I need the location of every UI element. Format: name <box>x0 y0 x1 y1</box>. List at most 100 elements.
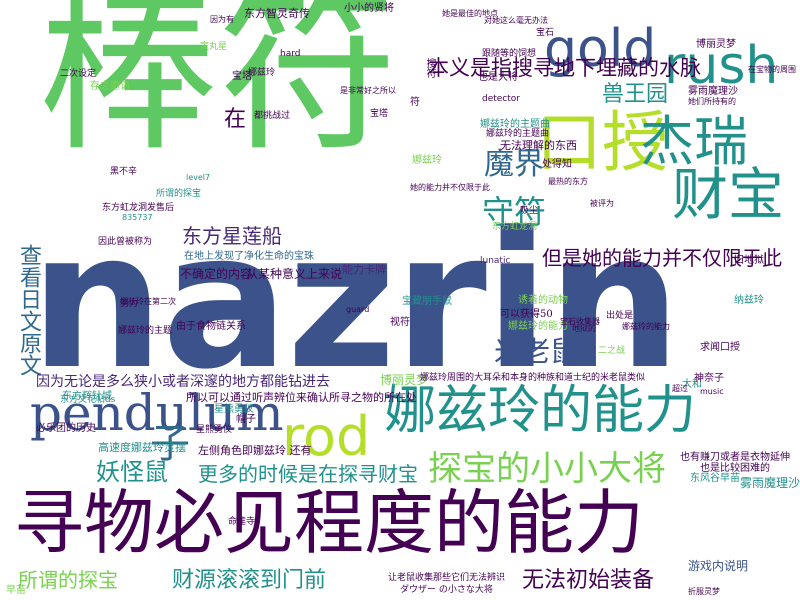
word-zhutiqu-2: 娜兹玲的主题曲 <box>486 129 550 139</box>
word-milaoshu: 米老鼠 <box>494 335 579 368</box>
word-dongfang-xinglianchuan: 东方星莲船 <box>182 224 282 248</box>
word-soufu: 搜符 <box>424 58 435 78</box>
word-nazuling-2: 娜兹玲 <box>412 155 442 166</box>
word-dierci: 娜兹玲在第二次 <box>120 297 176 306</box>
word-baowu-zhouwei: 在宝物的周围 <box>748 65 796 74</box>
word-dou-tiaozhan: 都挑战过 <box>254 111 291 121</box>
word-beipingwei: 被评为 <box>590 199 614 208</box>
word-yinwanxing: 寅丸星 <box>200 42 228 52</box>
word-nazrin: nazrin <box>30 192 681 411</box>
word-fu: 符 <box>410 97 420 108</box>
word-boli-lingmeng-2: 博丽灵梦 <box>696 39 736 50</box>
word-music: music <box>700 387 724 396</box>
word-dongfang-huizhencheng: 东方辉针城 <box>62 391 112 402</box>
word-honglongdong: 东方虹龙洞 <box>492 222 538 232</box>
word-detector: detector <box>482 94 520 104</box>
word-tanbao-dajiang: 探宝的小小大将 <box>428 449 666 489</box>
word-zhiling-qichuan: 东方智灵奇传 <box>244 7 310 20</box>
word-suoyi: 所以可以通过听声辨位来确认所寻之物的所在处 <box>186 391 417 404</box>
word-nazuling-ability: 娜兹玲的能力 <box>384 381 697 441</box>
word-feichanghao: 是非常好之所以 <box>340 86 396 95</box>
word-guard: guard <box>346 305 370 314</box>
word-moumozhong: 从某种意义上来说 <box>246 267 343 281</box>
word-rush: rush <box>664 36 779 96</box>
word-rang-laoshu: 让老鼠收集那些它们无法辨识 <box>388 573 506 583</box>
word-koushou: 口授 <box>536 104 668 181</box>
word-yinweiyou: 因为有 <box>210 15 234 24</box>
word-buqueding: 不确定的内容 <box>180 267 253 281</box>
word-zuoce: 左侧角色即娜兹玲 还有 <box>198 444 312 457</box>
word-zai: 在 <box>224 107 247 132</box>
word-caibao: 财宝 <box>672 163 784 228</box>
word-zhutiqu-1: 娜兹玲的主题曲 <box>480 119 550 130</box>
word-wenhuatie: 东方文花帖ds <box>60 395 116 405</box>
word-yeshi-bijiao: 也是比较困难的 <box>700 463 770 474</box>
word-shifu: 视符 <box>390 317 410 328</box>
word-shouwangyuan: 兽王园 <box>602 82 669 107</box>
word-zuijia-didian: 她是最佳的地点 <box>442 9 498 18</box>
word-baozang: 宝藏朋手鼠 <box>402 296 452 307</box>
word-dongfeng-guzaomiao: 东风谷早苗 <box>690 473 740 484</box>
word-level7: level7 <box>186 173 211 182</box>
word-gengduo: 更多的时候是在探寻财宝 <box>198 462 418 486</box>
word-qiuwen-koushou: 求闻口授 <box>700 342 740 353</box>
word-wufa-chushi: 无法初始装备 <box>522 568 655 593</box>
word-xichen: 吸尘 <box>520 206 539 216</box>
word-jiudiyu: 旧地狱 <box>734 255 764 266</box>
word-baota-1: 宝塔 <box>232 71 252 82</box>
word-honglongdong-faxing: 东方虹龙洞发售后 <box>102 203 175 213</box>
word-gold: gold <box>544 19 657 79</box>
word-benyi: 本义是指搜寻地下埋藏的水脉 <box>428 56 701 80</box>
word-tamen-suochi: 她们所持有的 <box>688 97 736 106</box>
word-rod: rod <box>282 405 371 468</box>
word-shiwulian: 由于食物链关系 <box>176 321 246 332</box>
word-shoufu: 守符 <box>482 193 547 231</box>
word-nazling: 纳兹玲 <box>734 295 764 306</box>
word-xiaoxiao-xianjiang: 小小的贤将 <box>344 3 394 14</box>
word-maozi: 帽子 <box>236 414 256 425</box>
word-suowei-tanbao: 所谓的探宝 <box>18 568 118 592</box>
word-cunzhi-yaoqing: 存之邀请 <box>90 81 130 92</box>
word-erzhizhan: 二之战 <box>598 346 626 356</box>
word-nazuling-nengli-2: 娜兹玲的能力 <box>508 321 568 332</box>
word-bangfu: 棒符 <box>38 0 399 176</box>
word-hard: hard <box>280 49 301 59</box>
word-baoshi-shouji: 宝石收集器 <box>560 317 600 326</box>
word-nazuling-nengli-3: 娜兹玲的能力 <box>622 322 670 331</box>
word-chakan-riwen: 查看日文原文 <box>16 244 41 376</box>
word-bile-lishi: 必乐团的历史 <box>36 423 96 434</box>
word-suowei-tanbao-2: 所谓的探宝 <box>156 189 202 199</box>
word-danshi: 但是她的能力并不仅限于此 <box>542 246 782 270</box>
word-baota-2: 宝塔 <box>370 109 389 119</box>
word-youxinei-shuoming: 游戏内说明 <box>688 559 749 573</box>
word-zhuti: 娜兹玲的主题 <box>118 326 173 336</box>
word-dazhi-erduo: 娜兹玲周围的大耳朵和本身的种族和道士纪的米老鼠类似 <box>420 373 646 383</box>
word-caiyuan: 财源滚滚到门前 <box>172 568 327 593</box>
word-yinci: 因此曾被称为 <box>98 237 153 247</box>
word-zuire: 最热的东方 <box>548 177 588 186</box>
word-minglian-si: 命莲寺 <box>228 517 256 527</box>
word-nengli-kapai: 能力卡牌 <box>342 263 386 276</box>
word-zaomiao: 早苗 <box>6 585 26 596</box>
word-chuchu: 出处是 <box>606 311 634 321</box>
word-mojie: 魔界 <box>484 147 544 182</box>
word-chaoguo: 超过 <box>672 384 688 393</box>
word-zi: 子 <box>150 421 190 467</box>
word-heibuxin: 黑不辛 <box>110 167 138 177</box>
word-yinwei-wulun: 因为无论是多么狭小或者深邃的地方都能钻进去 <box>36 374 330 390</box>
word-xunwu-ability: 寻物必见程度的能力 <box>14 482 644 564</box>
word-boli-lingmeng-1: 博丽灵梦 <box>380 373 429 387</box>
word-nazuling-1: 娜兹玲 <box>248 68 276 78</box>
word-diyu-de: 地狱的 <box>572 324 596 333</box>
word-baoshi: 宝石 <box>536 28 555 38</box>
word-keyi-huode: 可以获得50 <box>500 309 553 320</box>
word-pendulum: pendulum <box>30 384 284 442</box>
word-zhefu-lingmeng: 折服灵梦 <box>688 587 720 596</box>
word-yeyou-zhuandao: 也有赚刀或者是衣物延伸 <box>680 452 790 463</box>
word-ta-nengli: 她的能力并不仅限于此 <box>410 183 490 192</box>
word-xingxiong-2: 星熊勇仪 <box>196 425 233 435</box>
word-jierui: 杰瑞 <box>640 110 748 173</box>
word-gaosudu: 高速度娜兹玲灵摆 <box>98 441 186 454</box>
word-xingxiong-1: 星熊勇仪 <box>214 404 254 415</box>
